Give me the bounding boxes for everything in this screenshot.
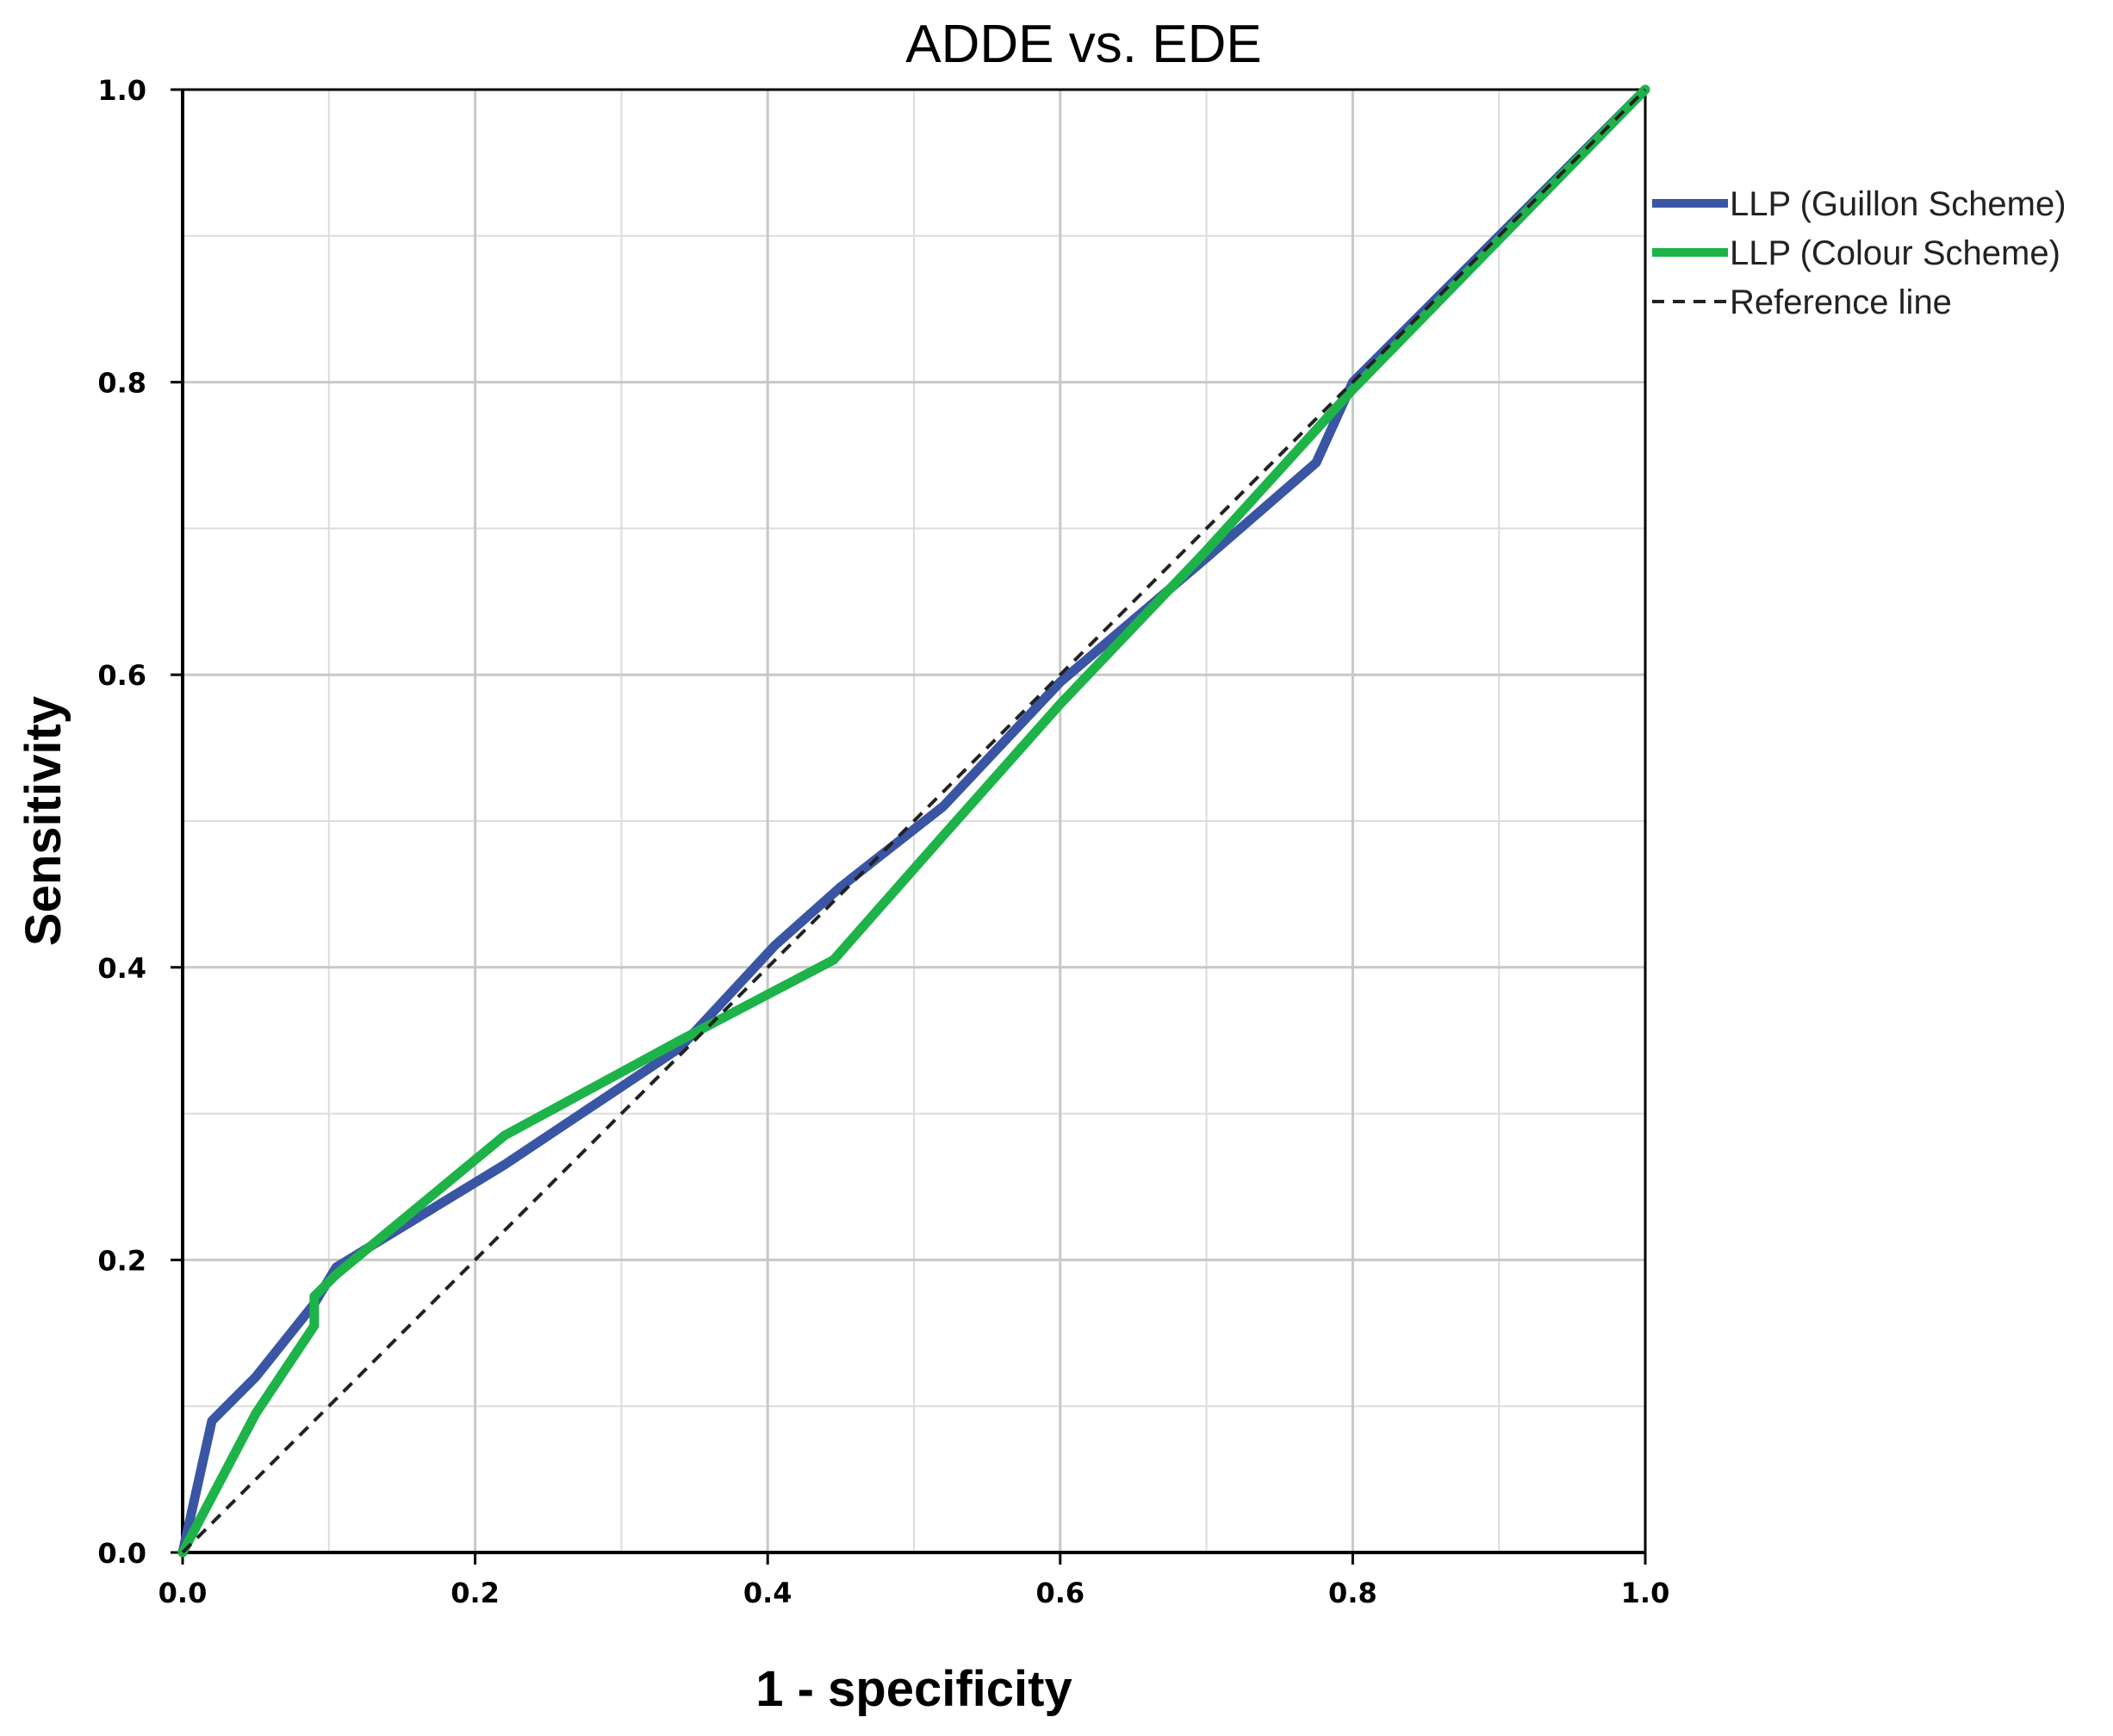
grid-major	[183, 90, 1645, 1552]
chart-title: ADDE vs. EDE	[905, 15, 1261, 74]
legend: LLP (Guillon Scheme) LLP (Colour Scheme)…	[1652, 185, 2066, 321]
x-tick-label: 0.6	[1035, 1577, 1084, 1609]
x-tick-label: 0.0	[158, 1577, 208, 1609]
y-tick-label: 0.8	[97, 367, 146, 400]
x-tick-label: 1.0	[1621, 1577, 1670, 1609]
legend-label-guillon-scheme: LLP (Guillon Scheme)	[1730, 185, 2066, 223]
series-lines	[177, 84, 1650, 1558]
legend-item-colour-scheme: LLP (Colour Scheme)	[1652, 234, 2060, 272]
legend-item-guillon-scheme: LLP (Guillon Scheme)	[1652, 185, 2066, 223]
y-tick-label: 0.2	[97, 1244, 146, 1277]
y-tick-label: 0.0	[97, 1537, 146, 1570]
x-tick-label: 0.8	[1328, 1577, 1377, 1609]
series-line-guillon-scheme	[177, 84, 1650, 1558]
y-tick-label: 1.0	[97, 74, 146, 107]
x-tick-label: 0.2	[451, 1577, 500, 1609]
legend-label-colour-scheme: LLP (Colour Scheme)	[1730, 234, 2060, 272]
y-tick-label: 0.6	[97, 659, 146, 692]
series-line-reference	[181, 88, 1647, 1554]
legend-item-reference-line: Reference line	[1652, 283, 1952, 321]
legend-label-reference-line: Reference line	[1730, 283, 1952, 321]
y-ticks: 0.0 0.2 0.4 0.6 0.8 1.0	[97, 74, 183, 1570]
y-tick-label: 0.4	[97, 952, 146, 985]
plot-frame	[181, 88, 1647, 1554]
y-axis-title: Sensitivity	[16, 696, 71, 946]
x-tick-label: 0.4	[743, 1577, 792, 1609]
x-ticks: 0.0 0.2 0.4 0.6 0.8 1.0	[158, 1552, 1670, 1609]
x-axis-title: 1 - specificity	[755, 1661, 1072, 1717]
series-line-colour-scheme	[177, 84, 1650, 1558]
